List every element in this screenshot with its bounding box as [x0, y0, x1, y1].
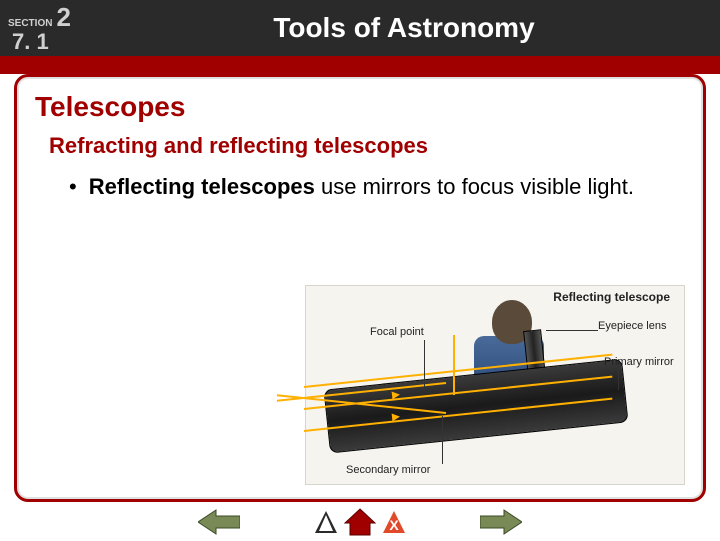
bullet-bold: Reflecting telescopes	[89, 174, 315, 199]
heading-1: Telescopes	[35, 91, 685, 123]
arrow	[392, 391, 401, 400]
svg-text:X: X	[389, 517, 399, 533]
label-focal-point: Focal point	[370, 326, 424, 338]
section-label: SECTION	[8, 18, 52, 29]
section-block: SECTION 2 7. 1	[0, 0, 88, 56]
accent-band	[0, 56, 720, 74]
nav-home-icon[interactable]	[343, 507, 377, 537]
next-button[interactable]	[480, 508, 522, 536]
bullet-marker: •	[69, 173, 77, 201]
nav-center: X	[280, 505, 440, 539]
page-title: Tools of Astronomy	[88, 12, 720, 44]
label-line	[442, 416, 443, 464]
label-line	[546, 330, 598, 331]
prev-button[interactable]	[198, 508, 240, 536]
nav-close-icon[interactable]: X	[379, 507, 409, 537]
header-bar: SECTION 2 7. 1 Tools of Astronomy	[0, 0, 720, 56]
content-frame: Telescopes Refracting and reflecting tel…	[14, 74, 706, 502]
diagram-title: Reflecting telescope	[553, 290, 670, 304]
bullet-rest: use mirrors to focus visible light.	[315, 174, 634, 199]
arrow	[392, 413, 401, 422]
section-sub: 7. 1	[12, 29, 88, 55]
heading-2: Refracting and reflecting telescopes	[49, 133, 685, 159]
diagram-reflecting-telescope: Reflecting telescope Focal point Eyepiec…	[305, 285, 685, 485]
bullet-text: Reflecting telescopes use mirrors to foc…	[89, 173, 634, 201]
nav-bar: X	[0, 504, 720, 540]
bullet-item: • Reflecting telescopes use mirrors to f…	[69, 173, 685, 201]
label-primary-mirror: Primary mirror	[604, 356, 674, 368]
label-line	[618, 368, 619, 390]
label-line	[424, 340, 425, 388]
label-eyepiece-lens: Eyepiece lens	[598, 320, 667, 332]
nav-back-icon[interactable]	[311, 507, 341, 537]
ray	[453, 335, 455, 395]
label-secondary-mirror: Secondary mirror	[346, 464, 430, 476]
